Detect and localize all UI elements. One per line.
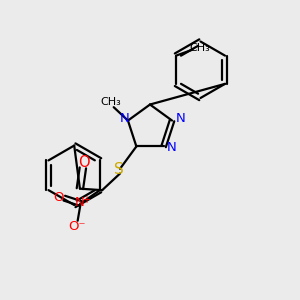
Text: S: S — [114, 162, 123, 177]
Text: CH₃: CH₃ — [100, 97, 121, 107]
Text: N: N — [167, 142, 177, 154]
Text: +: + — [82, 195, 90, 205]
Text: N: N — [120, 112, 130, 125]
Text: O: O — [78, 155, 89, 170]
Text: N: N — [176, 112, 185, 125]
Text: O: O — [54, 191, 64, 204]
Text: O⁻: O⁻ — [68, 220, 86, 233]
Text: CH₃: CH₃ — [190, 43, 210, 53]
Text: N: N — [75, 196, 84, 209]
